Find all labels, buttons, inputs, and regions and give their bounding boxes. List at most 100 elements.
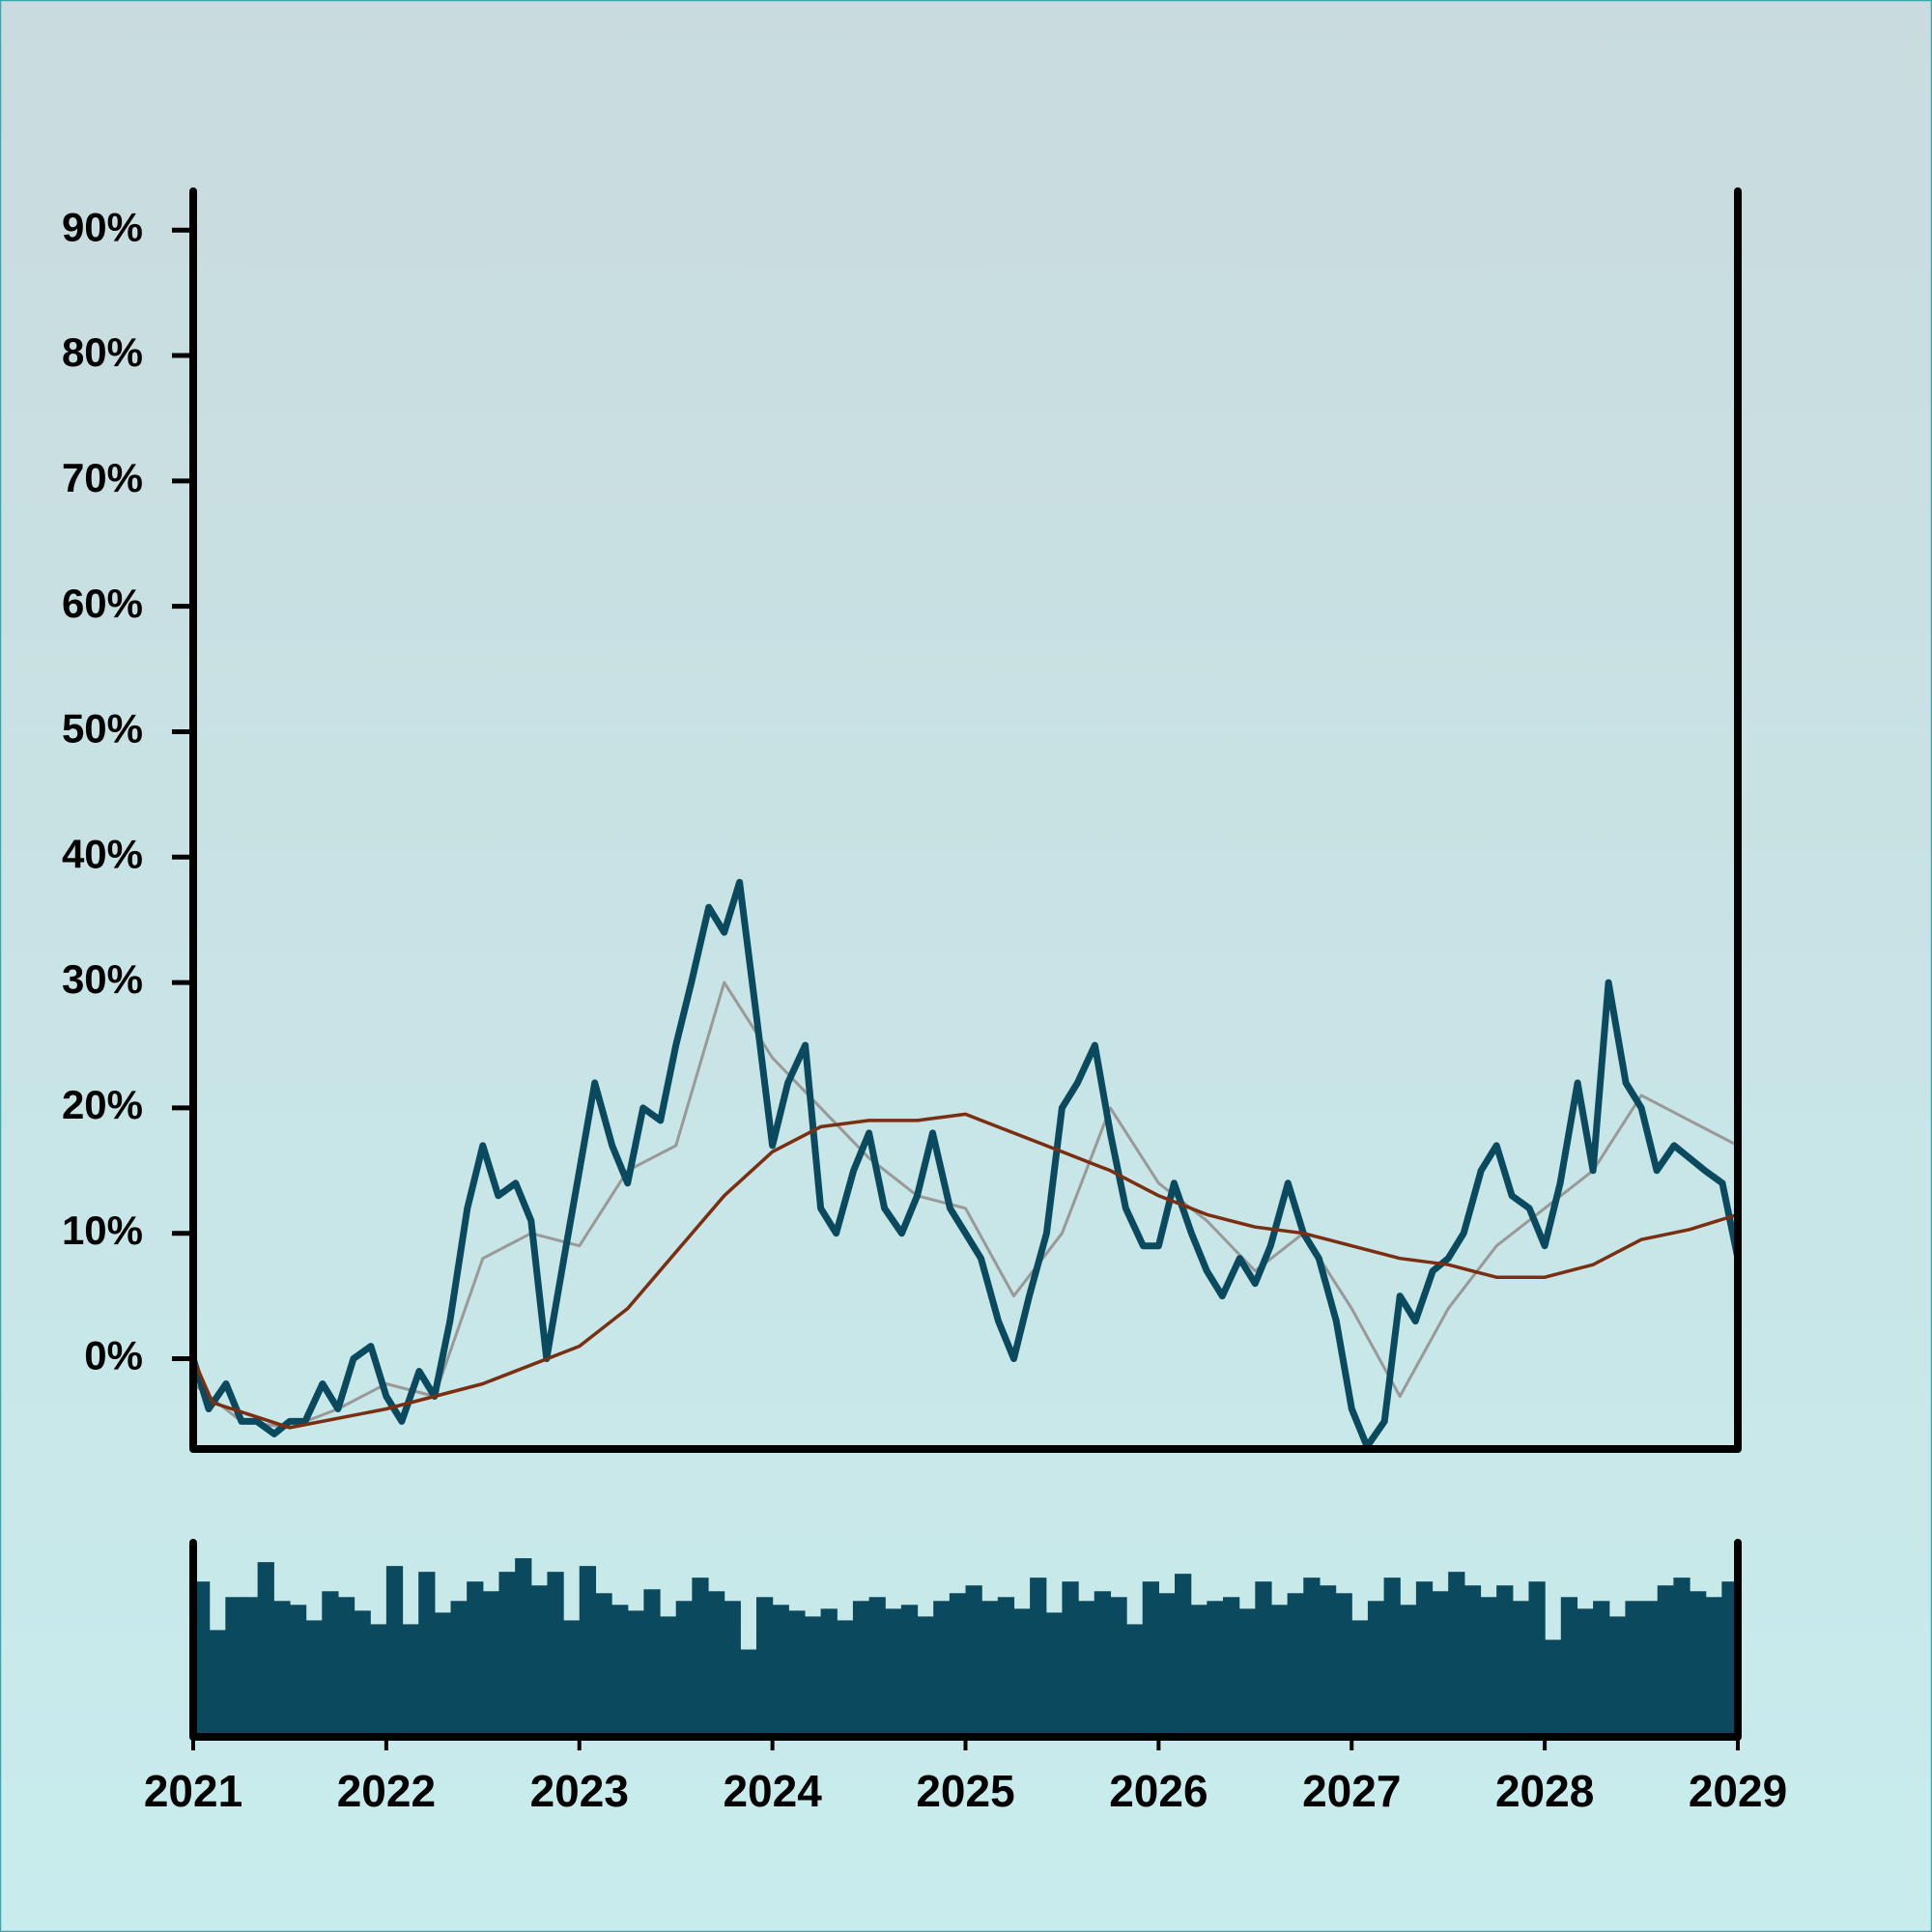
- volume-bar: [724, 1601, 741, 1737]
- y-tick-label: 40%: [62, 831, 143, 876]
- volume-bar: [1577, 1608, 1594, 1737]
- volume-bar: [1690, 1591, 1707, 1737]
- volume-bar: [1335, 1593, 1352, 1737]
- volume-bar: [305, 1620, 323, 1737]
- volume-bar: [1062, 1581, 1079, 1737]
- y-tick-label: 20%: [62, 1082, 143, 1127]
- volume-bar: [467, 1581, 484, 1737]
- volume-bar: [563, 1620, 581, 1737]
- volume-bar: [1625, 1601, 1642, 1737]
- volume-bar: [755, 1597, 774, 1737]
- volume-bar: [1432, 1591, 1449, 1737]
- volume-bar: [595, 1593, 612, 1737]
- volume-bar: [1303, 1577, 1321, 1737]
- volume-bar: [1400, 1605, 1417, 1737]
- volume-bar: [772, 1605, 789, 1737]
- series-line: [193, 878, 1739, 1449]
- axes: 0% 10% 20% 30% 40% 50% 60% 70% 80% 90% 2021 2022 202…: [62, 187, 1787, 1816]
- volume-bar: [434, 1612, 452, 1737]
- volume-bar: [675, 1601, 693, 1737]
- y-tick-label: 50%: [62, 706, 143, 752]
- volume-bar: [498, 1572, 516, 1737]
- main-frame: [189, 187, 1742, 1453]
- volume-bar: [643, 1589, 661, 1737]
- x-tick-label: 2027: [1302, 1766, 1401, 1816]
- volume-bar: [1078, 1601, 1095, 1737]
- volume-bar: [1528, 1581, 1546, 1737]
- volume-bar: [1351, 1620, 1369, 1737]
- volume-bar: [1367, 1601, 1385, 1737]
- volume-bar: [193, 1581, 211, 1737]
- volume-bar: [1415, 1581, 1434, 1737]
- volume-bar: [1448, 1572, 1465, 1737]
- y-tick-label: 80%: [62, 329, 143, 375]
- volume-panel: [193, 1558, 1739, 1737]
- volume-bar: [1094, 1591, 1112, 1737]
- volume-bar: [1657, 1585, 1674, 1737]
- volume-bar: [1608, 1616, 1627, 1737]
- volume-bar: [885, 1608, 902, 1737]
- volume-bar: [933, 1601, 951, 1737]
- volume-bar: [257, 1562, 274, 1737]
- volume-bar: [1560, 1597, 1578, 1737]
- volume-bar: [1545, 1639, 1562, 1737]
- x-tick-label: 2025: [916, 1766, 1014, 1816]
- volume-bar: [917, 1616, 934, 1737]
- volume-bar: [337, 1597, 355, 1737]
- volume-bar: [515, 1558, 532, 1737]
- volume-bar: [1126, 1624, 1144, 1737]
- volume-bar: [981, 1601, 999, 1737]
- volume-bar: [708, 1591, 725, 1737]
- volume-bar: [450, 1601, 468, 1737]
- volume-bar: [1673, 1577, 1690, 1737]
- y-tick-label: 0%: [84, 1333, 143, 1378]
- y-tick-label: 10%: [62, 1208, 143, 1253]
- plot-area: [193, 878, 1739, 1449]
- volume-bar: [1175, 1574, 1192, 1737]
- volume-bar: [900, 1605, 919, 1737]
- volume-bar: [1512, 1601, 1530, 1737]
- volume-bar: [1705, 1597, 1722, 1737]
- volume-bar: [209, 1630, 226, 1737]
- volume-bar: [1641, 1601, 1659, 1737]
- volume-bar: [1238, 1608, 1256, 1737]
- x-tick-label: 2028: [1495, 1766, 1594, 1816]
- volume-bar: [1319, 1585, 1337, 1737]
- x-tick-label: 2022: [337, 1766, 436, 1816]
- volume-bar: [241, 1597, 259, 1737]
- volume-bar: [547, 1572, 564, 1737]
- volume-bar: [740, 1649, 757, 1737]
- series-line: [193, 980, 1739, 1430]
- volume-bar: [482, 1591, 500, 1737]
- volume-bar: [1593, 1601, 1610, 1737]
- volume-bar: [1190, 1605, 1208, 1737]
- x-tick-label: 2024: [723, 1766, 822, 1816]
- volume-bar: [868, 1597, 886, 1737]
- volume-bar: [965, 1585, 982, 1737]
- volume-bar: [627, 1610, 644, 1737]
- x-tick-label: 2021: [144, 1766, 242, 1816]
- volume-bar: [1045, 1612, 1064, 1737]
- volume-bar: [692, 1577, 709, 1737]
- volume-bar: [820, 1608, 838, 1737]
- volume-bar: [354, 1610, 371, 1737]
- volume-bar: [1270, 1605, 1289, 1737]
- volume-bar: [660, 1616, 677, 1737]
- volume-bar: [385, 1566, 404, 1737]
- volume-bar: [289, 1605, 307, 1737]
- x-tick-label: 2023: [530, 1766, 629, 1816]
- volume-bar: [1110, 1597, 1127, 1737]
- volume-bar: [1463, 1585, 1482, 1737]
- volume-bar: [370, 1624, 387, 1737]
- volume-bar: [1158, 1593, 1176, 1737]
- volume-bar: [852, 1601, 870, 1737]
- volume-bar: [1480, 1597, 1497, 1737]
- volume-bar: [837, 1620, 854, 1737]
- volume-bar: [611, 1605, 629, 1737]
- volume-bar: [1255, 1581, 1272, 1737]
- y-tick-label: 70%: [62, 455, 143, 500]
- volume-bar: [804, 1616, 822, 1737]
- volume-bar: [1030, 1577, 1047, 1737]
- volume-bar: [1287, 1593, 1304, 1737]
